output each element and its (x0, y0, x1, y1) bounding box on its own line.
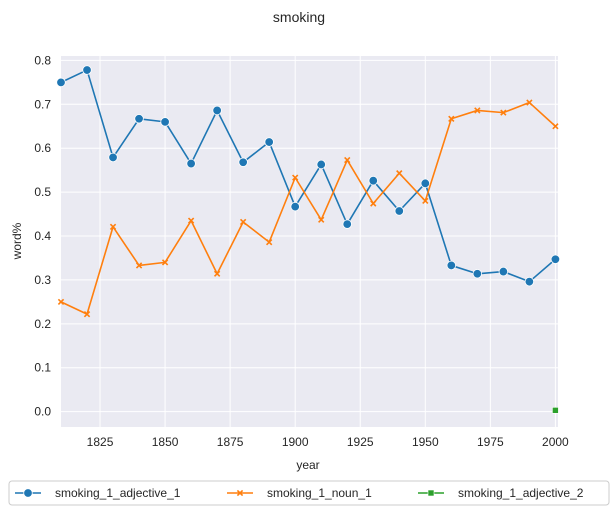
marker-stroke (318, 216, 325, 223)
data-point (57, 298, 65, 306)
legend-item: smoking_1_adjective_2 (418, 486, 584, 500)
data-point (498, 266, 509, 277)
plot-area (61, 56, 558, 427)
x-tick-label: 1925 (347, 435, 374, 449)
data-point (109, 223, 117, 230)
y-tick-label: 0.1 (34, 361, 51, 375)
data-point (264, 137, 274, 147)
marker-stroke (161, 259, 169, 266)
marker-stroke (344, 156, 351, 164)
marker-stroke (239, 218, 247, 226)
marker-stroke (266, 238, 273, 246)
x-tick-label: 1900 (282, 435, 309, 449)
x-tick-label: 1875 (217, 435, 244, 449)
data-point (316, 159, 326, 170)
legend-marker (427, 489, 435, 497)
data-point (56, 77, 66, 88)
y-tick-label: 0.0 (34, 405, 51, 419)
data-point (266, 238, 273, 246)
data-point (212, 105, 222, 116)
data-point (186, 158, 196, 169)
data-point (474, 107, 481, 114)
chart-title: smoking (273, 9, 325, 25)
data-point (187, 217, 195, 224)
data-point (446, 260, 457, 271)
y-tick-label: 0.3 (34, 273, 51, 287)
legend-frame (8, 480, 610, 506)
marker-stroke (500, 109, 507, 116)
data-point (83, 310, 91, 318)
marker-stroke (135, 262, 143, 269)
marker-stroke (448, 115, 455, 122)
legend-marker (23, 488, 33, 498)
data-point (239, 218, 247, 226)
data-point (108, 152, 118, 163)
data-point (394, 206, 404, 216)
marker-stroke (474, 107, 481, 114)
data-point (135, 262, 143, 269)
series-smoking_1_adjective_1 (56, 65, 561, 287)
marker-stroke (526, 99, 533, 106)
y-axis-label: word% (10, 222, 24, 260)
y-tick-label: 0.2 (34, 317, 51, 331)
x-tick-label: 1975 (477, 435, 504, 449)
data-point (370, 200, 377, 207)
marker-stroke (109, 223, 117, 230)
data-point (292, 174, 299, 181)
data-point (550, 254, 561, 264)
data-point (526, 99, 533, 106)
marker-stroke (187, 217, 195, 224)
data-point (161, 259, 169, 266)
series-smoking_1_noun_1 (57, 99, 559, 318)
marker-stroke (292, 174, 299, 181)
data-point (82, 65, 92, 75)
legend-item: smoking_1_adjective_1 (15, 486, 181, 500)
series-smoking_1_adjective_2 (552, 407, 559, 414)
data-point (552, 407, 559, 414)
data-point (290, 201, 300, 212)
legend-label: smoking_1_adjective_2 (458, 486, 584, 500)
data-point (238, 157, 248, 167)
data-point (368, 175, 378, 186)
series-line (60, 101, 556, 315)
data-point (134, 114, 144, 124)
marker-stroke (83, 310, 91, 318)
legend-label: smoking_1_noun_1 (267, 486, 372, 500)
data-point (396, 170, 403, 177)
x-tick-label: 2000 (542, 435, 569, 449)
legend: smoking_1_adjective_1 smoking_1_noun_1 smo… (8, 480, 610, 506)
marker-stroke (552, 123, 559, 130)
marker-stroke (370, 200, 377, 207)
x-axis-label: year (296, 458, 319, 472)
marker-stroke (57, 298, 65, 306)
x-tick-label: 1950 (412, 435, 439, 449)
data-point (213, 270, 221, 277)
data-point (422, 197, 429, 205)
y-tick-label: 0.6 (34, 141, 51, 155)
legend-label: smoking_1_adjective_1 (55, 486, 181, 500)
data-point (500, 109, 507, 116)
data-point (524, 276, 535, 287)
data-point (448, 115, 455, 122)
marker-stroke (236, 489, 244, 497)
x-tick-label: 1850 (152, 435, 179, 449)
y-tick-label: 0.5 (34, 185, 51, 199)
marker-stroke (213, 270, 221, 277)
data-point (318, 216, 325, 223)
legend-item: smoking_1_noun_1 (227, 486, 372, 500)
data-point (472, 269, 483, 279)
data-point (420, 178, 430, 189)
data-point (342, 219, 352, 229)
marker-stroke (422, 197, 429, 205)
data-point (160, 117, 170, 127)
data-point (344, 156, 351, 164)
y-tick-label: 0.4 (34, 229, 51, 243)
y-tick-label: 0.8 (34, 53, 51, 67)
x-tick-label: 1825 (87, 435, 114, 449)
data-point (552, 123, 559, 130)
y-tick-label: 0.7 (34, 97, 51, 111)
marker-stroke (396, 170, 403, 177)
legend-marker (236, 489, 244, 497)
